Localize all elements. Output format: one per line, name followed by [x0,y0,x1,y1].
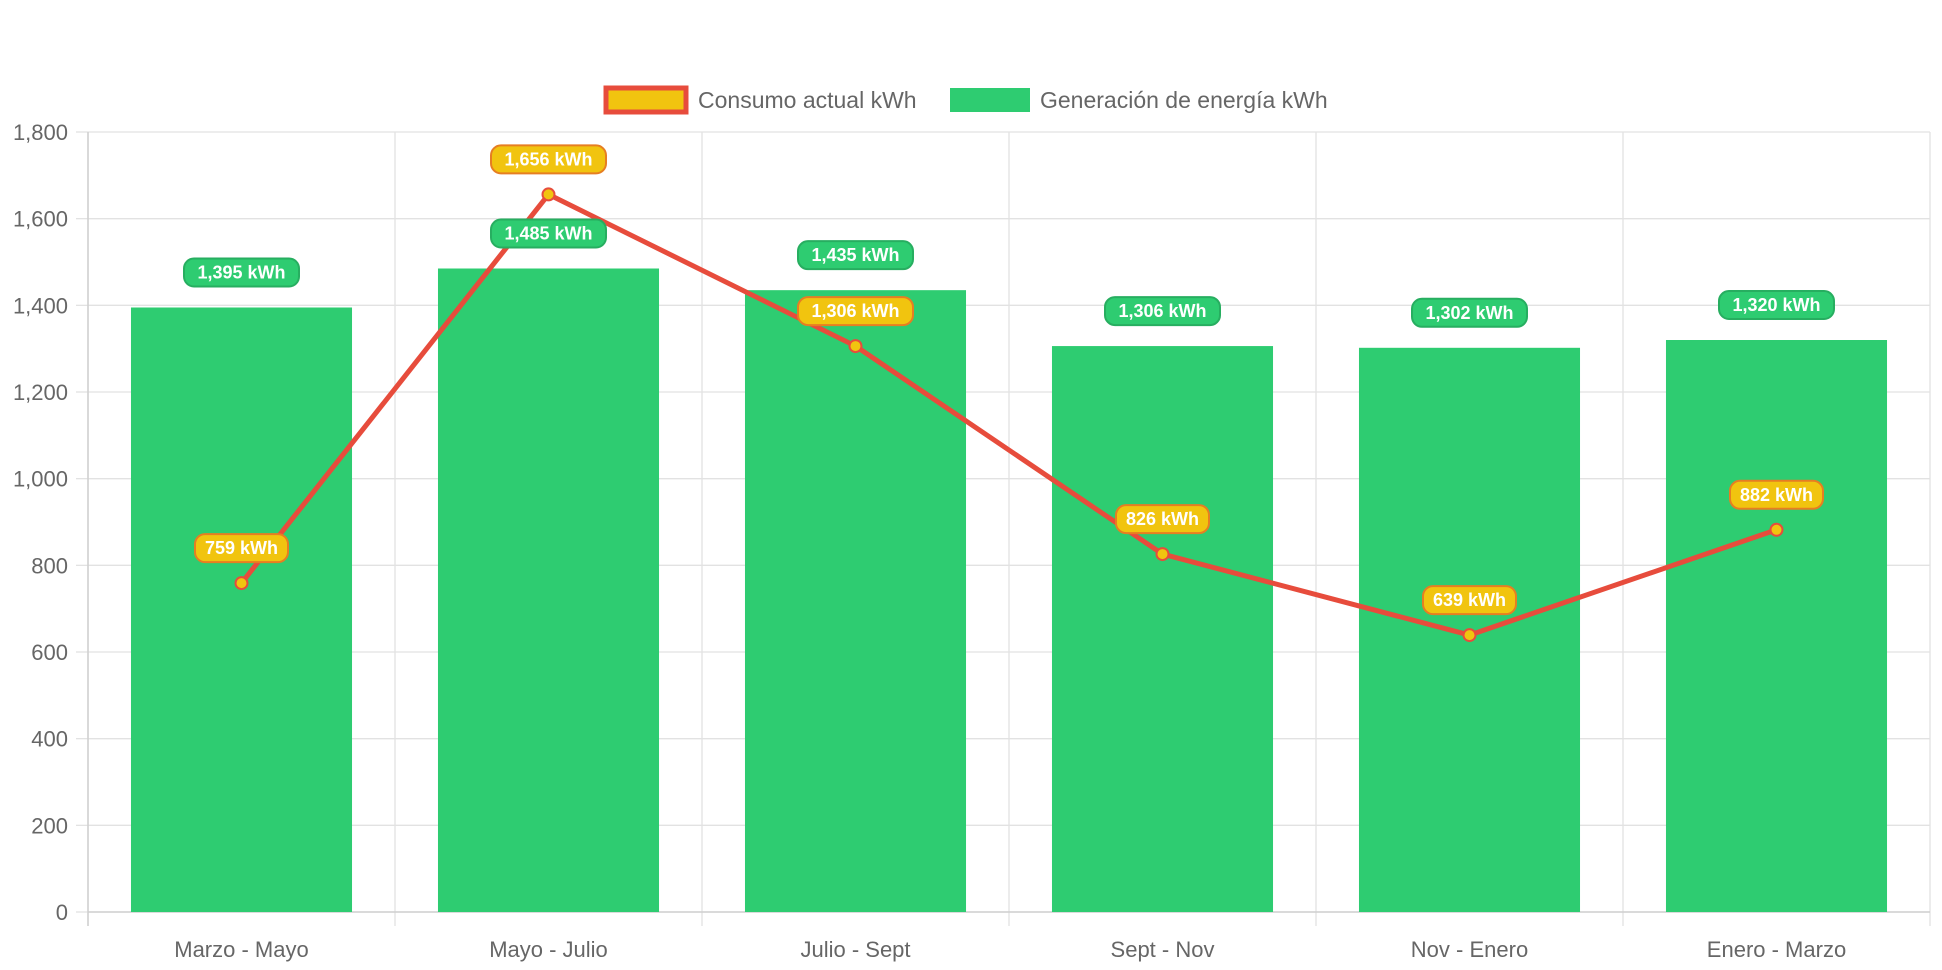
x-tick-label: Mayo - Julio [489,937,608,962]
line-data-label-text: 639 kWh [1433,590,1506,610]
line-point [234,576,249,591]
line-data-label: 639 kWh [1422,585,1517,616]
legend[interactable]: Consumo actual kWh Generación de energía… [603,85,1328,115]
bar-data-label-text: 1,306 kWh [1118,301,1206,321]
bar-data-label-bg [183,257,300,288]
line-data-label: 826 kWh [1115,504,1210,535]
y-tick-label: 200 [31,813,68,838]
y-tick-label: 1,000 [13,467,68,492]
legend-label-consumo[interactable]: Consumo actual kWh [698,87,917,113]
bar [1665,340,1888,912]
line-point [541,187,556,202]
bar [130,307,353,912]
y-tick-label: 600 [31,640,68,665]
bar-data-label: 1,302 kWh [1411,297,1528,328]
bar [437,268,660,912]
data-labels: 1,395 kWh 1,485 kWh 1,435 kWh 1,306 kWh 1,30… [183,144,1835,616]
bar-data-label-bg [1411,297,1528,328]
line-data-label: 1,656 kWh [490,144,607,175]
line-data-label-text: 882 kWh [1740,485,1813,505]
line-point [848,339,863,354]
line-data-label: 1,306 kWh [797,296,914,327]
bar-data-label-text: 1,320 kWh [1732,295,1820,315]
x-tick-label: Enero - Marzo [1707,937,1846,962]
line-path [239,191,1778,638]
bar-data-label: 1,485 kWh [490,218,607,249]
line-data-label-text: 826 kWh [1126,509,1199,529]
line-data-label: 882 kWh [1729,479,1824,510]
x-axis: Marzo - Mayo Mayo - Julio Julio - Sept Sept… [88,911,1930,962]
line-data-label-text: 1,656 kWh [504,149,592,169]
legend-swatch-generacion[interactable] [950,88,1030,112]
line-data-label: 759 kWh [194,533,289,564]
legend-swatch-consumo[interactable] [603,85,689,115]
y-tick-label: 400 [31,727,68,752]
line-point [1155,547,1170,562]
bar-data-label: 1,395 kWh [183,257,300,288]
bar [1051,346,1274,913]
y-tick-label: 0 [56,900,68,925]
bar [744,290,967,913]
bar-data-label-bg [797,240,914,271]
bar-data-label-text: 1,435 kWh [811,245,899,265]
bar-data-label-bg [490,218,607,249]
line-data-label-bg [1729,479,1824,510]
legend-label-generacion[interactable]: Generación de energía kWh [1040,87,1328,113]
y-tick-label: 1,200 [13,380,68,405]
bar-data-label-bg [1104,296,1221,327]
x-tick-label: Nov - Enero [1411,937,1528,962]
bar-data-label-bg [1718,290,1835,320]
bar-data-label-text: 1,395 kWh [197,263,285,283]
line-series [234,187,1784,643]
x-tick-label: Marzo - Mayo [174,937,308,962]
line-data-label-bg [1115,504,1210,535]
bar-data-label: 1,320 kWh [1718,290,1835,320]
line-data-label-bg [797,296,914,327]
line-data-label-bg [490,144,607,175]
y-tick-label: 1,800 [13,120,68,145]
bar-data-label-text: 1,485 kWh [504,224,592,244]
line-point [1769,522,1784,537]
x-tick-label: Sept - Nov [1111,937,1215,962]
line-point [1462,628,1477,643]
line-data-label-text: 759 kWh [205,538,278,558]
line-data-label-bg [1422,585,1517,616]
y-axis: 0 200 400 600 800 1,000 1,200 1,400 1,600 1,800 [13,120,89,926]
line-data-label-bg [194,533,289,564]
bar-data-label: 1,306 kWh [1104,296,1221,327]
y-tick-label: 1,600 [13,207,68,232]
y-tick-label: 1,400 [13,293,68,318]
line-data-label-text: 1,306 kWh [811,301,899,321]
y-tick-label: 800 [31,553,68,578]
bar-data-label: 1,435 kWh [797,240,914,271]
grid-lines [87,131,1931,926]
bar-data-label-text: 1,302 kWh [1425,303,1513,323]
x-tick-label: Julio - Sept [800,937,910,962]
